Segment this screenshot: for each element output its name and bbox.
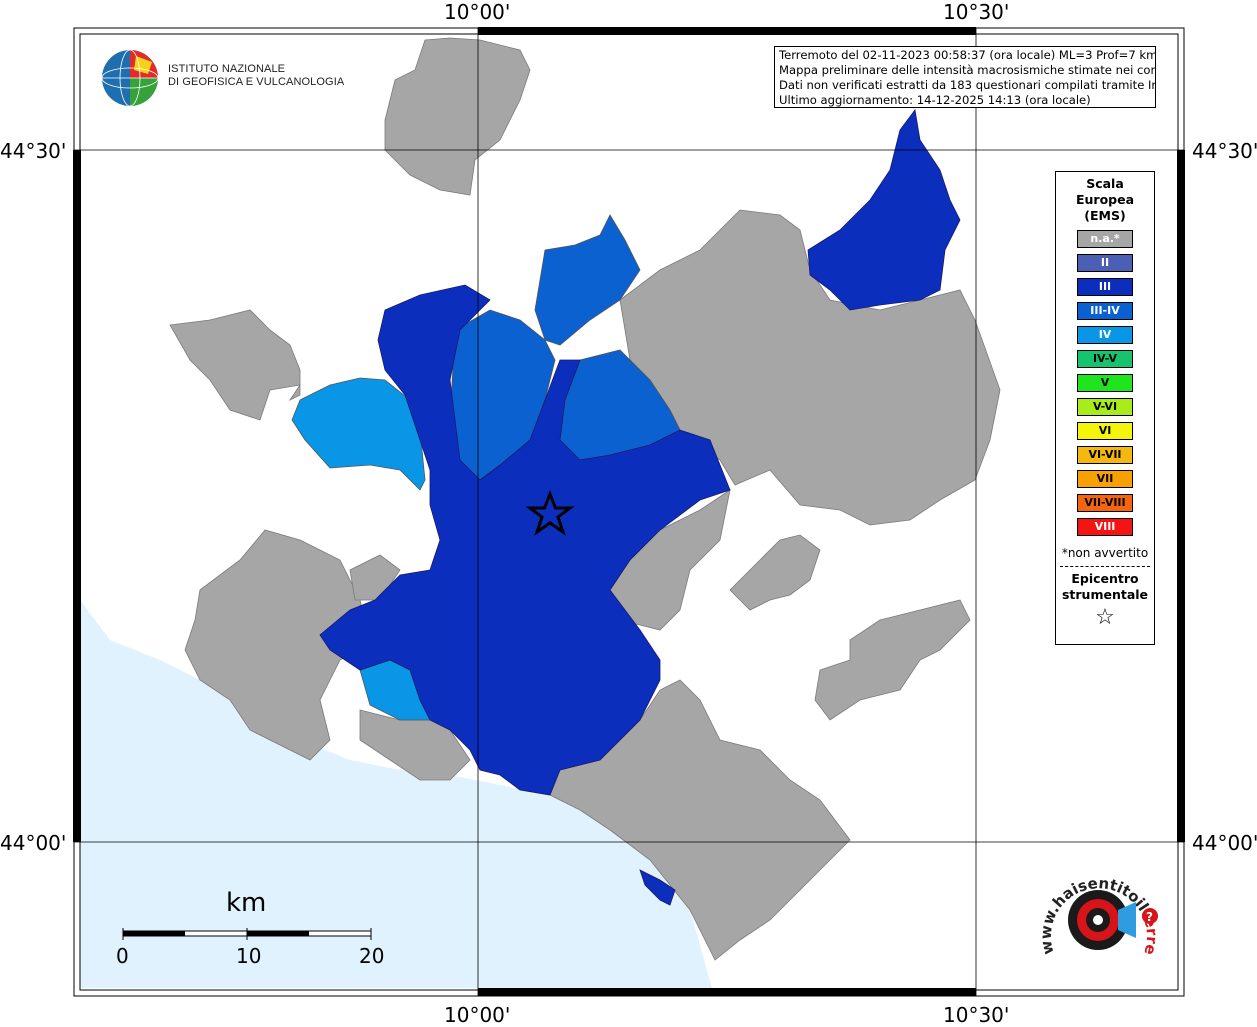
lat-label-right-bottom: 44°00' [1192, 831, 1257, 855]
legend-item: VIII [1077, 518, 1133, 536]
legend-item: V [1077, 374, 1133, 392]
gray-municipalities [169, 37, 1001, 961]
info-line4: Ultimo aggiornamento: 14-12-2025 14:13 (… [779, 93, 1091, 107]
legend-item: II [1077, 254, 1133, 272]
legend-title-line1: Scala [1086, 176, 1124, 191]
legend-epicenter-line1: Epicentro [1071, 571, 1139, 586]
lon-label-bottom-left: 10°00' [444, 1003, 511, 1027]
info-line1: Terremoto del 02-11-2023 00:58:37 (ora l… [779, 48, 1156, 62]
legend-title-line3: (EMS) [1084, 208, 1126, 223]
legend-separator [1060, 566, 1150, 567]
scale-tick-10: 10 [236, 944, 262, 968]
ems-legend: Scala Europea (EMS) n.a.* II III III-IV IV IV… [1055, 171, 1155, 645]
epicenter-star [525, 489, 575, 536]
legend-item: V-VI [1077, 398, 1133, 416]
legend-star-icon: ☆ [1095, 605, 1115, 630]
legend-epicenter-label: Epicentro strumentale [1056, 571, 1154, 603]
intensity-iii-areas [319, 109, 961, 906]
legend-note: *non avvertito [1061, 546, 1149, 560]
question-icon: ? [1146, 910, 1153, 924]
legend-item: IV-V [1077, 350, 1133, 368]
legend-title: Scala Europea (EMS) [1056, 176, 1154, 224]
lat-label-left-top: 44°30' [0, 139, 67, 163]
info-line3: Dati non verificati estratti da 183 ques… [779, 78, 1156, 92]
map-frame [73, 27, 1185, 997]
legend-title-line2: Europea [1075, 192, 1135, 207]
scale-unit: km [226, 888, 267, 918]
legend-item: III-IV [1077, 302, 1133, 320]
info-line2: Mappa preliminare delle intensità macros… [779, 63, 1156, 77]
legend-item: n.a.* [1077, 230, 1133, 248]
institute-line1: ISTITUTO NAZIONALE [168, 63, 286, 75]
legend-items: n.a.* II III III-IV IV IV-V V V-VI VI VI-VII VII VI… [1056, 230, 1154, 536]
lat-label-right-top: 44°30' [1192, 139, 1257, 163]
legend-item: VI-VII [1077, 446, 1133, 464]
lon-label-top-right: 10°30' [943, 0, 1010, 24]
lon-label-top-left: 10°00' [444, 0, 511, 24]
legend-item: VI [1077, 422, 1133, 440]
legend-item: VII [1077, 470, 1133, 488]
graticule [74, 28, 1184, 996]
earthquake-info-box: Terremoto del 02-11-2023 00:58:37 (ora l… [774, 46, 1156, 108]
institute-name: ISTITUTO NAZIONALE DI GEOFISICA E VULCAN… [168, 63, 344, 89]
legend-item: III [1077, 278, 1133, 296]
institute-line2: DI GEOFISICA E VULCANOLOGIA [168, 76, 345, 88]
intensity-iv-areas [291, 377, 431, 721]
haisentito-logo: www.haisentitoilterremoto.it ? [1032, 858, 1161, 957]
lat-label-left-bottom: 44°00' [0, 831, 67, 855]
ingv-logo [101, 49, 159, 107]
lon-label-bottom-right: 10°30' [943, 1003, 1010, 1027]
scale-tick-20: 20 [359, 944, 385, 968]
scale-bar [122, 928, 372, 940]
scale-tick-0: 0 [116, 944, 129, 968]
legend-item: VII-VIII [1077, 494, 1133, 512]
legend-item: IV [1077, 326, 1133, 344]
legend-epicenter-line2: strumentale [1061, 587, 1149, 602]
